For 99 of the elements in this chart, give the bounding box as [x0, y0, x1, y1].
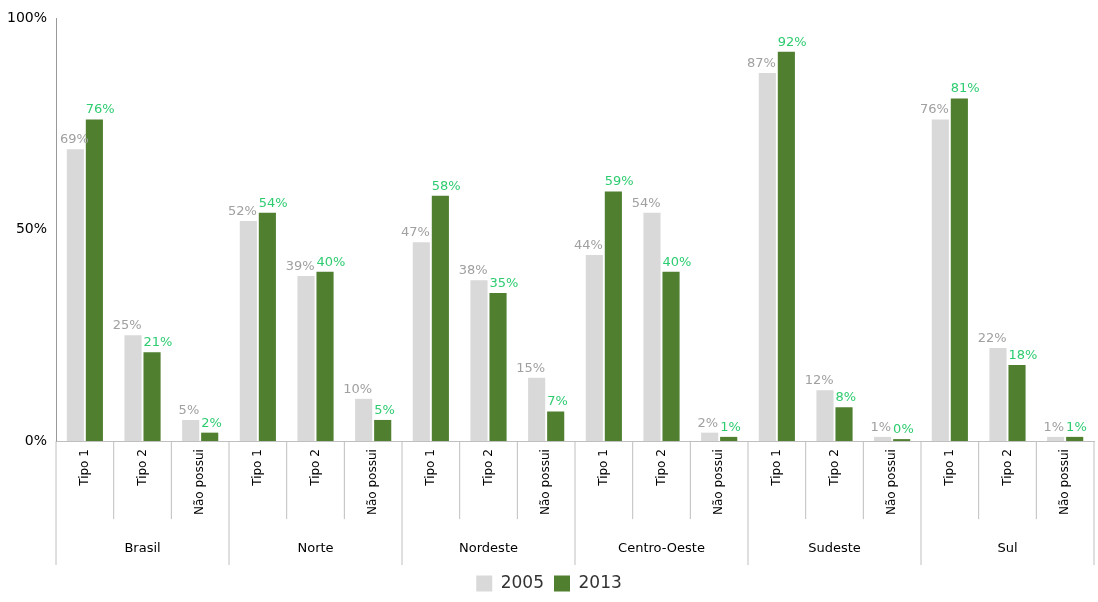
data-label: 22% — [977, 329, 1007, 345]
x-tick-label: Tipo 1 — [768, 449, 783, 487]
x-tick-label: Tipo 1 — [941, 449, 956, 487]
data-label: 1% — [870, 418, 892, 434]
x-tick-label: Tipo 2 — [653, 449, 668, 487]
bar — [528, 377, 546, 442]
data-label: 10% — [343, 380, 373, 396]
y-tick-label: 50% — [15, 220, 48, 237]
data-label: 5% — [178, 401, 200, 417]
data-label: 0% — [893, 420, 914, 436]
x-tick-label: Tipo 2 — [826, 449, 841, 487]
data-label: 12% — [804, 372, 834, 388]
text: Centro-Oeste — [618, 540, 705, 556]
bar — [239, 221, 257, 442]
text: Sul — [997, 540, 1018, 556]
data-label: 18% — [1008, 346, 1038, 362]
bar — [662, 271, 680, 442]
bar — [201, 432, 219, 442]
text: Norte — [297, 540, 334, 556]
bar — [1066, 436, 1084, 442]
data-label: 87% — [746, 54, 776, 70]
bar — [1008, 364, 1026, 442]
bar — [355, 398, 373, 442]
legend-label: 2005 — [500, 571, 544, 592]
bar — [316, 271, 334, 442]
data-label: 52% — [228, 202, 257, 218]
x-tick-label: Tipo 1 — [76, 449, 91, 487]
bar — [931, 119, 949, 442]
data-label: 21% — [143, 334, 173, 350]
data-label: 44% — [573, 236, 603, 252]
bar — [893, 439, 911, 442]
data-label: 40% — [662, 253, 692, 269]
legend-label: 2013 — [578, 571, 622, 592]
bar — [874, 436, 892, 442]
bar — [604, 191, 622, 442]
bar — [412, 242, 430, 442]
x-tick-label: Tipo 1 — [595, 449, 610, 487]
x-tick-label: Não possui — [538, 449, 553, 515]
bar — [297, 276, 315, 442]
data-label: 1% — [1043, 418, 1065, 434]
x-tick-label: Não possui — [192, 449, 207, 515]
data-label: 81% — [950, 80, 980, 96]
data-label: 2% — [697, 414, 719, 430]
bar — [143, 352, 161, 442]
data-label: 76% — [85, 101, 115, 117]
data-label: 76% — [919, 101, 949, 117]
bar — [182, 419, 200, 442]
data-label: 59% — [604, 173, 634, 189]
y-tick-label: 0% — [24, 431, 48, 448]
text: Nordeste — [459, 540, 518, 556]
bar — [1047, 436, 1065, 442]
bar — [374, 419, 392, 442]
data-label: 35% — [489, 274, 519, 290]
x-tick-label: Não possui — [884, 449, 899, 515]
bar — [470, 280, 488, 442]
x-tick-label: Tipo 2 — [307, 449, 322, 487]
bar — [950, 98, 968, 442]
x-tick-label: Tipo 1 — [422, 449, 437, 487]
bar — [124, 335, 142, 442]
x-tick-label: Tipo 2 — [480, 449, 495, 487]
data-label: 15% — [516, 359, 546, 375]
bar — [643, 212, 661, 442]
x-tick-label: Não possui — [1057, 449, 1072, 515]
text: Sudeste — [808, 540, 861, 556]
data-label: 38% — [458, 262, 488, 278]
data-label: 39% — [285, 257, 315, 273]
data-label: 92% — [777, 33, 807, 49]
bar — [547, 411, 565, 442]
bar — [66, 149, 84, 442]
data-label: 58% — [431, 177, 461, 193]
data-label: 7% — [547, 393, 568, 409]
data-label: 54% — [631, 194, 661, 210]
x-tick-label: Não possui — [711, 449, 726, 515]
data-label: 1% — [720, 418, 741, 434]
bar — [816, 390, 834, 442]
data-label: 47% — [400, 224, 430, 240]
bar — [431, 195, 449, 442]
bar — [585, 254, 603, 442]
text: Brasil — [124, 540, 161, 556]
bar — [258, 212, 276, 442]
data-label: 2% — [201, 414, 222, 430]
x-tick-label: Tipo 2 — [134, 449, 149, 487]
x-tick-label: Tipo 2 — [999, 449, 1014, 487]
bar — [835, 407, 853, 442]
data-label: 1% — [1066, 418, 1087, 434]
bar — [720, 436, 738, 442]
y-tick-label: 100% — [6, 8, 48, 25]
data-label: 40% — [316, 253, 346, 269]
data-label: 5% — [374, 401, 395, 417]
bar — [701, 432, 719, 442]
data-label: 8% — [835, 389, 857, 405]
x-tick-label: Não possui — [365, 449, 380, 515]
bar — [758, 73, 776, 442]
bar — [777, 51, 795, 442]
bar — [489, 293, 507, 442]
data-label: 54% — [258, 194, 288, 210]
x-tick-label: Tipo 1 — [249, 449, 264, 487]
bar — [989, 348, 1007, 442]
data-label: 25% — [112, 317, 142, 333]
